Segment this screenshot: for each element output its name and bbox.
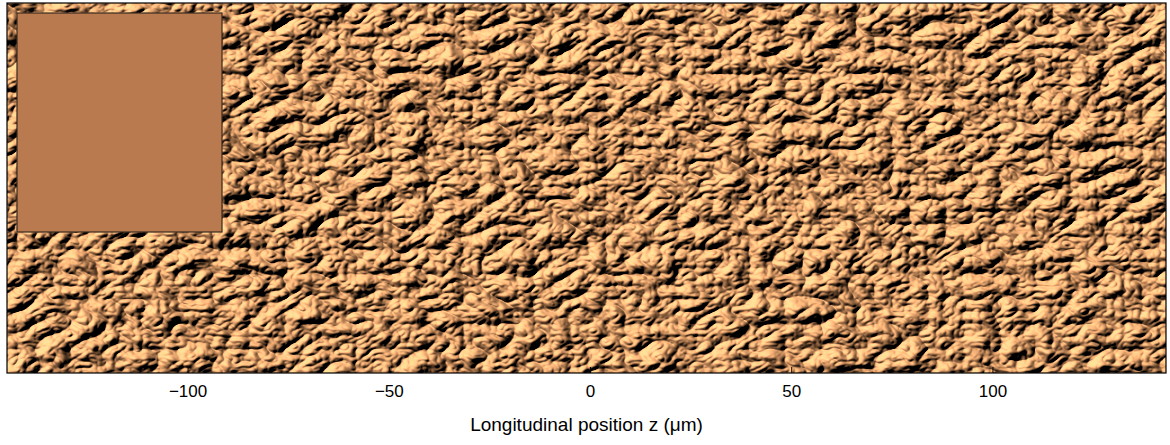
chart: −100 −50 0 50 100 Longitudinal position z (μm… (0, 0, 1170, 445)
x-tick (992, 367, 993, 373)
x-tick-label: 0 (586, 382, 595, 401)
x-tick-label: 100 (979, 382, 1007, 401)
inset (17, 13, 222, 232)
frame (7, 3, 1166, 373)
x-axis-title: Longitudinal position z (μm) (470, 414, 703, 435)
plot-area (7, 3, 1166, 373)
x-tick-label: −100 (169, 382, 207, 401)
x-tick-label: −50 (375, 382, 404, 401)
x-tick (791, 367, 792, 373)
surface (7, 3, 1166, 373)
x-tick (389, 367, 390, 373)
x-tick (590, 367, 591, 373)
x-tick (188, 367, 189, 373)
surface-base (7, 3, 1166, 373)
x-tick-label: 50 (782, 382, 801, 401)
